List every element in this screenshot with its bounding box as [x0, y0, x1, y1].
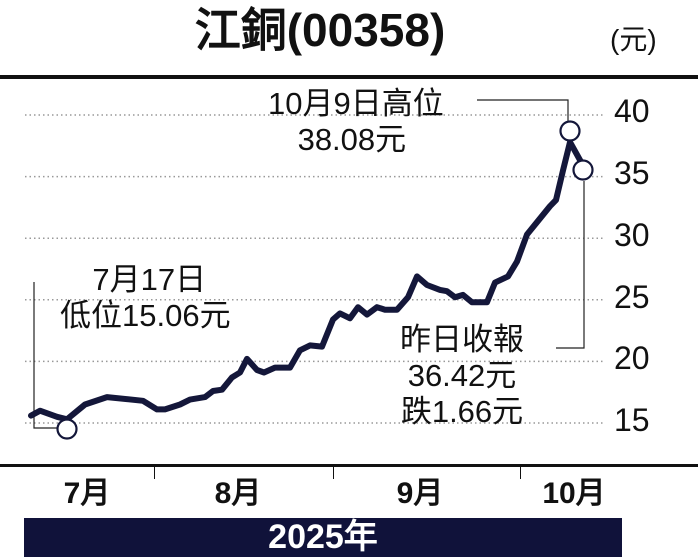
price-line	[28, 139, 586, 423]
callout-lines	[33, 99, 585, 429]
high-callout-line	[477, 99, 569, 121]
low-callout-line	[33, 282, 58, 429]
year-band: 2025年	[24, 518, 622, 557]
close-title-label: 昨日收報	[400, 322, 524, 357]
x-axis-line	[0, 464, 698, 467]
month-label-aug: 8月	[214, 477, 262, 510]
x-tick	[154, 467, 155, 479]
high-annotation: 10月9日高位 38.08元	[268, 86, 444, 158]
unit-label: (元)	[610, 24, 657, 55]
y-tick-25: 25	[614, 279, 650, 315]
close-price-label: 36.42元	[407, 358, 517, 393]
low-date-label: 7月17日	[92, 262, 207, 297]
high-price-label: 38.08元	[297, 122, 407, 157]
high-date-label: 10月9日高位	[268, 86, 444, 121]
top-rule	[0, 75, 698, 79]
x-tick	[333, 467, 334, 479]
low-price-label: 低位15.06元	[60, 298, 231, 333]
y-tick-30: 30	[614, 217, 650, 253]
y-tick-40: 40	[614, 93, 650, 129]
low-annotation: 7月17日 低位15.06元	[60, 262, 231, 334]
month-label-oct: 10月	[542, 477, 606, 510]
chart-title: 江銅(00358)	[194, 4, 446, 56]
y-tick-35: 35	[614, 155, 650, 191]
y-tick-20: 20	[614, 340, 650, 376]
month-label-jul: 7月	[63, 477, 111, 510]
month-label-sep: 9月	[396, 477, 444, 510]
close-change-label: 跌1.66元	[400, 394, 524, 429]
x-tick	[520, 467, 521, 479]
low-marker	[56, 418, 78, 440]
close-marker	[572, 159, 594, 181]
close-callout-line	[556, 181, 585, 349]
high-marker	[559, 120, 581, 142]
y-tick-15: 15	[614, 402, 650, 438]
close-annotation: 昨日收報 36.42元 跌1.66元	[400, 322, 524, 430]
